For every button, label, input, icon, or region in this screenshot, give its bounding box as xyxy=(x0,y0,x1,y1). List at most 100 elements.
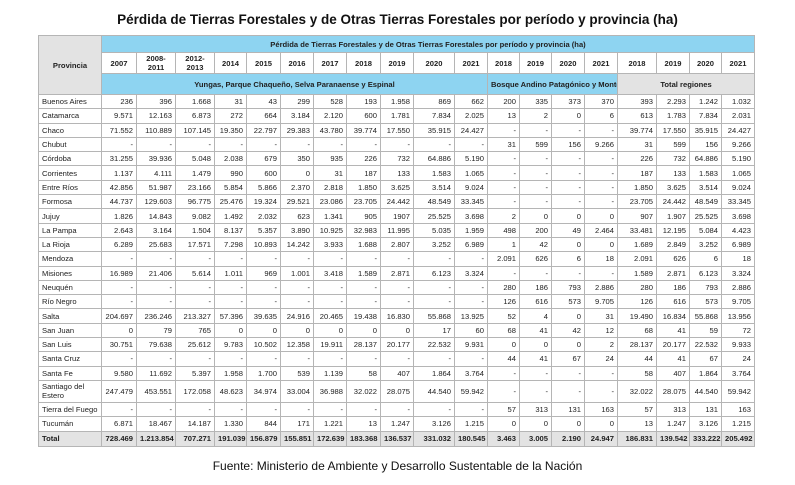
table-row: San Juan 0 79 765 0 0 0 0 0 0 17 60 68 41 42 12 68 41 59 72 xyxy=(38,322,755,339)
table-row: Formosa 44.737 129.603 96.775 25.476 19.324 29… xyxy=(38,194,755,210)
value-cell: 1907 xyxy=(380,208,414,224)
value-cell: 9.266 xyxy=(721,136,755,153)
province-name: La Pampa xyxy=(38,222,102,238)
value-cell: 204.697 xyxy=(101,308,137,324)
value-cell: 24.947 xyxy=(584,430,618,447)
value-cell: 9.933 xyxy=(721,337,755,353)
value-cell: - xyxy=(487,122,520,138)
value-cell: - xyxy=(313,351,347,367)
value-cell: 1.826 xyxy=(101,208,137,224)
value-cell: - xyxy=(487,179,520,196)
province-name: San Juan xyxy=(38,322,102,339)
value-cell: 24.442 xyxy=(380,194,414,210)
year-header: 2021 xyxy=(584,52,618,74)
value-cell: 3.324 xyxy=(454,265,488,281)
value-cell: 1 xyxy=(487,236,520,253)
value-cell: 3.005 xyxy=(519,430,552,447)
value-cell: 3.625 xyxy=(380,179,414,196)
value-cell: 25.612 xyxy=(175,337,215,353)
value-cell: - xyxy=(346,294,381,310)
value-cell: - xyxy=(551,165,585,181)
table-row: Buenos Aires 236 396 1.668 31 43 299 528 193 1.95… xyxy=(38,93,755,110)
value-cell: - xyxy=(101,251,137,267)
value-cell: 9.783 xyxy=(214,337,247,353)
value-cell: - xyxy=(487,151,520,167)
value-cell: - xyxy=(101,279,137,296)
value-cell: 5.357 xyxy=(246,222,281,238)
value-cell: 71.552 xyxy=(101,122,137,138)
value-cell: 869 xyxy=(413,93,455,110)
value-cell: 1.221 xyxy=(313,416,347,432)
value-cell: 193 xyxy=(346,93,381,110)
value-cell: 33.481 xyxy=(617,222,657,238)
value-cell: 25.525 xyxy=(413,208,455,224)
value-cell: 2.643 xyxy=(101,222,137,238)
value-cell: 2.886 xyxy=(721,279,755,296)
value-cell: 200 xyxy=(519,222,552,238)
value-cell: 59.942 xyxy=(454,379,488,403)
total-row: Total 728.469 1.213.854 707.271 191.039 156.8… xyxy=(38,430,755,447)
value-cell: 1.065 xyxy=(454,165,488,181)
value-cell: 42.856 xyxy=(101,179,137,196)
province-name: Entre Ríos xyxy=(38,179,102,196)
value-cell: - xyxy=(280,351,314,367)
value-cell: 6 xyxy=(551,251,585,267)
value-cell: 3.514 xyxy=(413,179,455,196)
value-cell: 2.370 xyxy=(280,179,314,196)
value-cell: 626 xyxy=(656,251,690,267)
table-row: Jujuy 1.826 14.843 9.082 1.492 2.032 623 1.341 9… xyxy=(38,208,755,224)
value-cell: 186.831 xyxy=(617,430,657,447)
table-row: Chubut - - - - - - - - - - -31 599 156 9.266 31 599 156 9.… xyxy=(38,136,755,153)
value-cell: 64.886 xyxy=(689,151,722,167)
value-cell: 299 xyxy=(280,93,314,110)
value-cell: - xyxy=(346,279,381,296)
value-cell: 370 xyxy=(584,93,618,110)
value-cell: - xyxy=(214,279,247,296)
value-cell: 7.834 xyxy=(413,108,455,124)
value-cell: 373 xyxy=(551,93,585,110)
value-cell: 3.698 xyxy=(721,208,755,224)
value-cell: - xyxy=(487,165,520,181)
value-cell: 32.983 xyxy=(346,222,381,238)
value-cell: 1.589 xyxy=(617,265,657,281)
province-name: Tucumán xyxy=(38,416,102,432)
value-cell: 236 xyxy=(101,93,137,110)
value-cell: 2 xyxy=(584,337,618,353)
value-cell: 163 xyxy=(721,401,755,418)
value-cell: 17.550 xyxy=(656,122,690,138)
value-cell: 133 xyxy=(656,165,690,181)
value-cell: 3.764 xyxy=(721,365,755,381)
value-cell: 19.324 xyxy=(246,194,281,210)
value-cell: 1.850 xyxy=(617,179,657,196)
value-cell: 1.032 xyxy=(721,93,755,110)
value-cell: 110.889 xyxy=(136,122,176,138)
value-cell: 3.252 xyxy=(413,236,455,253)
value-cell: 31.255 xyxy=(101,151,137,167)
value-cell: - xyxy=(214,294,247,310)
value-cell: 29.383 xyxy=(280,122,314,138)
value-cell: 2.031 xyxy=(721,108,755,124)
table-row: Mendoza - - - - - - - - - - -2.091 626 6 18 2.091 626 6 18 xyxy=(38,251,755,267)
value-cell: 0 xyxy=(551,236,585,253)
value-cell: - xyxy=(487,365,520,381)
value-cell: - xyxy=(551,194,585,210)
value-cell: 3.463 xyxy=(487,430,520,447)
value-cell: - xyxy=(380,136,414,153)
value-cell: 60 xyxy=(454,322,488,339)
value-cell: 6 xyxy=(584,108,618,124)
value-cell: - xyxy=(101,136,137,153)
value-cell: 172.058 xyxy=(175,379,215,403)
value-cell: 2 xyxy=(519,108,552,124)
value-cell: 3.418 xyxy=(313,265,347,281)
value-cell: - xyxy=(454,251,488,267)
value-cell: 599 xyxy=(519,136,552,153)
value-cell: 28.137 xyxy=(617,337,657,353)
table-row: Salta 204.697 236.246 213.327 57.396 39.635 24… xyxy=(38,308,755,324)
value-cell: - xyxy=(487,265,520,281)
page-title: Pérdida de Tierras Forestales y de Otras… xyxy=(117,12,678,27)
value-cell: - xyxy=(551,179,585,196)
value-cell: 6.123 xyxy=(413,265,455,281)
value-cell: 18 xyxy=(584,251,618,267)
value-cell: 0 xyxy=(584,416,618,432)
value-cell: 48.549 xyxy=(413,194,455,210)
